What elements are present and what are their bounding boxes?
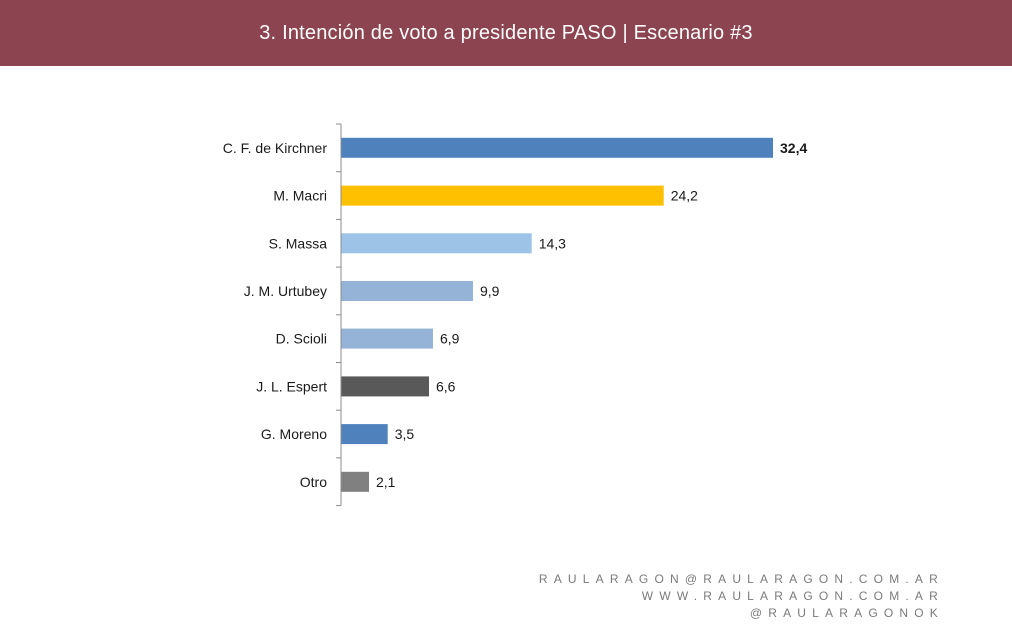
footer-website: WWW.RAULARAGON.COM.AR — [641, 589, 944, 603]
bar-5 — [341, 376, 429, 397]
bar-7 — [341, 471, 369, 492]
value-label-7: 2,1 — [376, 474, 396, 490]
footer-contact: RAULARAGON@RAULARAGON.COM.AR WWW.RAULARA… — [539, 571, 944, 622]
footer-handle: @RAULARAGONOK — [749, 606, 944, 620]
category-label-0: C. F. de Kirchner — [223, 140, 328, 156]
category-label-7: Otro — [300, 474, 327, 490]
category-label-4: D. Scioli — [276, 331, 327, 347]
bar-4 — [341, 328, 433, 349]
value-label-5: 6,6 — [436, 378, 456, 394]
value-label-1: 24,2 — [671, 188, 698, 204]
header-banner: 3. Intención de voto a presidente PASO |… — [0, 0, 1012, 66]
bar-3 — [341, 281, 473, 301]
page-title: 3. Intención de voto a presidente PASO |… — [259, 21, 753, 44]
value-label-6: 3,5 — [395, 426, 415, 442]
bar-6 — [341, 424, 388, 445]
category-label-1: M. Macri — [273, 188, 327, 204]
footer-email: RAULARAGON@RAULARAGON.COM.AR — [538, 572, 944, 586]
value-label-3: 9,9 — [480, 283, 500, 299]
bar-1 — [341, 185, 664, 206]
bar-0 — [341, 137, 773, 158]
category-label-2: S. Massa — [269, 235, 328, 251]
category-label-6: G. Moreno — [261, 426, 327, 442]
value-label-4: 6,9 — [440, 331, 460, 347]
category-label-5: J. L. Espert — [256, 378, 327, 394]
category-label-3: J. M. Urtubey — [244, 283, 327, 299]
value-label-0: 32,4 — [780, 140, 807, 156]
value-label-2: 14,3 — [539, 235, 566, 251]
bar-chart: C. F. de Kirchner 32,4 M. Macri 24,2 S. Mass… — [223, 123, 807, 507]
bar-2 — [341, 233, 532, 254]
